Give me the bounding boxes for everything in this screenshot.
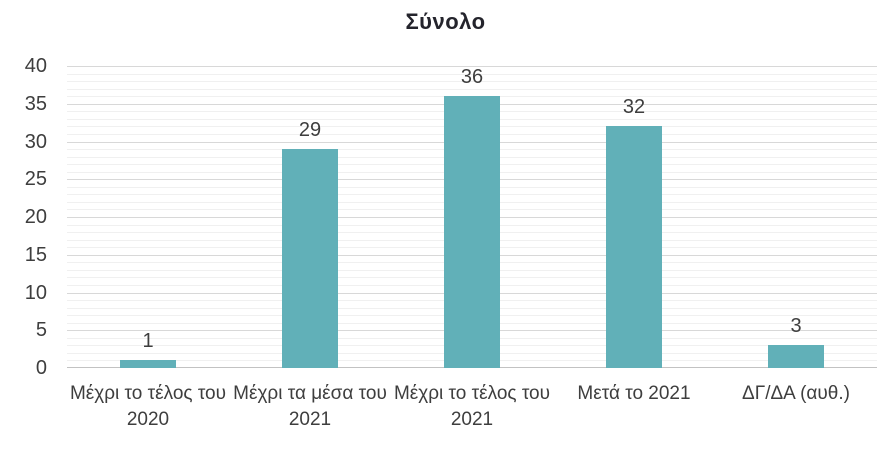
x-axis-category-label: Μέχρι το τέλος του 2021	[393, 383, 551, 430]
chart-title: Σύνολο	[405, 9, 486, 34]
x-axis-category-label: Μέχρι το τέλος του 2020	[69, 383, 227, 430]
y-axis-tick-label: 0	[35, 357, 47, 379]
bar	[606, 126, 662, 368]
y-axis-tick-label: 20	[24, 206, 47, 228]
plot-area: 1 29 36 32 3	[67, 66, 877, 368]
y-axis-tick-label: 10	[24, 281, 47, 304]
x-axis-category-label: Μέχρι τα μέσα του 2021	[233, 383, 387, 430]
x-axis-category-label: ΔΓ/ΔΑ (αυθ.)	[742, 383, 850, 404]
x-axis: Μέχρι το τέλος του 2020 Μέχρι τα μέσα του…	[67, 381, 877, 461]
bar-value-label: 29	[298, 119, 322, 142]
minor-gridline	[67, 81, 877, 83]
bar-value-label: 3	[790, 315, 802, 338]
bar	[282, 149, 338, 368]
minor-gridline	[67, 73, 877, 75]
bar	[444, 96, 500, 368]
bar	[120, 360, 176, 368]
y-axis-tick-label: 30	[24, 130, 47, 153]
minor-gridline	[67, 88, 877, 90]
y-axis: 0 5 10 15 20 25 30 35 40	[0, 55, 47, 379]
major-gridline	[67, 66, 877, 67]
x-axis-category-label: Μετά το 2021	[577, 383, 691, 404]
y-axis-tick-label: 5	[35, 319, 47, 342]
y-axis-tick-label: 15	[24, 243, 47, 266]
y-axis-tick-label: 40	[24, 55, 47, 77]
bar-value-label: 32	[622, 96, 646, 119]
bar	[768, 345, 824, 368]
y-axis-tick-label: 35	[24, 92, 47, 115]
bar-value-label: 36	[460, 66, 484, 89]
y-axis-tick-label: 25	[24, 168, 47, 191]
bar-value-label: 1	[142, 330, 154, 353]
